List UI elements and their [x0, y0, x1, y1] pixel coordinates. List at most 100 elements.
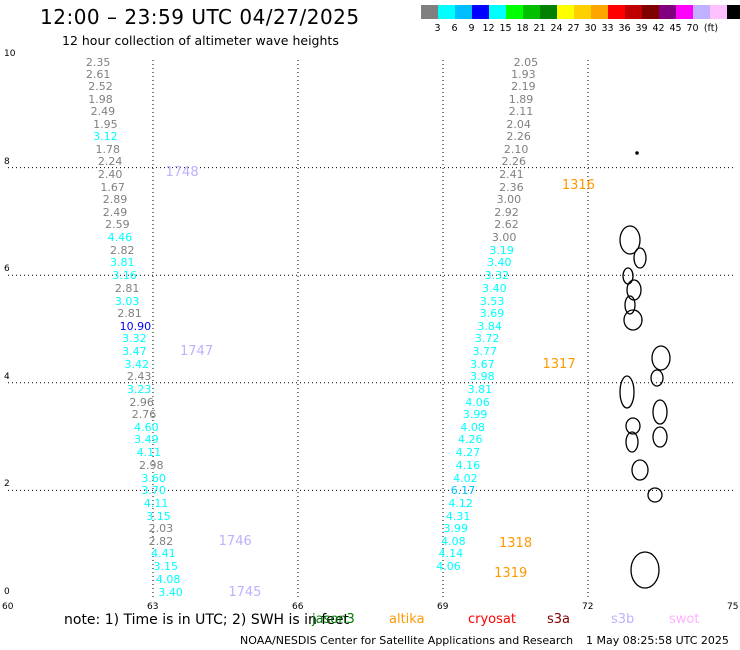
wave-height-value: 3.67	[470, 357, 495, 371]
y-tick-label: 0	[4, 587, 10, 597]
wave-height-value: 1.67	[100, 180, 125, 194]
legend-tick-label: 45	[669, 23, 682, 34]
wave-height-value: 2.82	[148, 535, 174, 549]
legend-tick-label: 24	[550, 23, 563, 34]
wave-height-value: 2.35	[85, 55, 111, 69]
island-outline	[652, 426, 668, 448]
legend-tick-label: 36	[618, 23, 631, 34]
y-tick-label: 4	[4, 371, 10, 382]
wave-height-value: 3.60	[141, 471, 166, 485]
wave-height-value: 4.26	[458, 433, 483, 447]
wave-height-value: 2.10	[503, 142, 529, 156]
satellite-legend-jason3: jason3	[312, 612, 355, 627]
legend-swatch	[608, 5, 625, 19]
legend-tick-label: 30	[584, 23, 597, 34]
wave-height-value: 4.11	[143, 496, 169, 510]
wave-height-value: 4.06	[436, 560, 461, 574]
x-tick-label: 60	[2, 602, 14, 612]
x-tick-label: 63	[147, 602, 159, 612]
legend-swatch	[727, 5, 740, 19]
wave-height-value: 2.03	[148, 522, 174, 536]
wave-height-value: 2.26	[506, 129, 531, 143]
legend-swatch	[523, 5, 540, 19]
wave-height-value: 2.05	[513, 55, 539, 69]
legend-swatch	[642, 5, 659, 19]
pass-number-label: 1748	[165, 164, 199, 180]
wave-height-value: 2.41	[499, 168, 524, 182]
wave-height-value: 3.98	[470, 370, 495, 384]
wave-height-value: 3.12	[93, 129, 118, 143]
map-title: 12:00 – 23:59 UTC 04/27/2025	[40, 5, 360, 29]
wave-height-value: 4.08	[441, 535, 466, 549]
island-outline	[624, 295, 636, 315]
x-tick-label: 75	[727, 602, 739, 612]
wave-height-value: 3.47	[122, 345, 147, 359]
x-tick-label: 69	[437, 602, 449, 612]
wave-height-value: 3.19	[489, 243, 514, 257]
legend-tick-label: 3	[434, 23, 441, 34]
wave-height-value: 3.72	[474, 332, 500, 346]
wave-height-value: 4.46	[107, 231, 133, 245]
pass-number-label: 1745	[228, 584, 262, 600]
wave-height-value: 2.98	[139, 458, 164, 472]
y-tick-label: 6	[4, 264, 10, 275]
wave-height-value: 1.93	[511, 68, 536, 82]
legend-swatch	[506, 5, 523, 19]
wave-height-value: 3.03	[114, 294, 140, 308]
legend-swatch	[574, 5, 591, 19]
generated-timestamp: 1 May 08:25:58 UTC 2025	[586, 634, 729, 647]
y-tick-label: 2	[4, 479, 10, 490]
legend-swatch	[455, 5, 472, 19]
wave-height-value: 4.60	[134, 420, 159, 434]
legend-swatch	[710, 5, 727, 19]
island-outline	[619, 375, 635, 409]
island-outline	[626, 279, 642, 301]
wave-height-value: 4.02	[453, 471, 478, 485]
island-outline	[650, 369, 664, 387]
legend-tick-label: 15	[499, 23, 512, 34]
satellite-legend-swot: swot	[669, 612, 700, 627]
island-outline	[625, 417, 641, 435]
wave-height-value: 2.52	[88, 80, 113, 94]
satellite-legend-cryosat: cryosat	[468, 612, 516, 627]
legend-swatch	[625, 5, 642, 19]
wave-height-value: 4.41	[151, 547, 176, 561]
wave-height-value: 4.06	[465, 395, 490, 409]
wave-height-value: 1.89	[508, 92, 534, 106]
wave-height-value: 3.81	[110, 256, 135, 270]
legend-swatch	[489, 5, 506, 19]
island-outline	[630, 551, 660, 589]
wave-height-value: 2.43	[126, 370, 152, 384]
legend-unit: (ft)	[703, 23, 719, 34]
legend-swatch	[421, 5, 438, 19]
wave-height-value: 2.49	[90, 105, 116, 119]
wave-height-value: 3.81	[467, 382, 493, 396]
legend-tick-label: 70	[686, 23, 699, 34]
wave-height-value: 4.08	[460, 420, 485, 434]
legend-swatch	[591, 5, 608, 19]
satellite-legend-altika: altika	[389, 612, 425, 627]
pass-number-label: 1318	[499, 536, 533, 552]
wave-height-value: 2.76	[131, 408, 157, 422]
wave-height-value: 2.24	[97, 155, 123, 169]
wave-height-value: 2.81	[114, 281, 140, 295]
y-tick-label: 10	[4, 49, 16, 59]
legend-swatch	[676, 5, 693, 19]
legend-swatch	[438, 5, 455, 19]
wave-height-value: 2.11	[508, 105, 534, 119]
wave-height-value: 1.95	[93, 117, 118, 131]
wave-height-value: 3.15	[146, 509, 171, 523]
island-outline	[631, 459, 649, 481]
credit-text: NOAA/NESDIS Center for Satellite Applica…	[240, 634, 574, 647]
legend-tick-label: 27	[567, 23, 580, 34]
legend-tick-label: 6	[451, 23, 458, 34]
pass-number-label: 1316	[561, 177, 595, 193]
legend-tick-label: 39	[635, 23, 648, 34]
island-outline	[651, 345, 671, 371]
wave-height-value: 2.92	[494, 205, 519, 219]
wave-height-value: 4.16	[455, 458, 481, 472]
wave-height-value: 2.82	[110, 243, 135, 257]
legend-swatch	[693, 5, 710, 19]
